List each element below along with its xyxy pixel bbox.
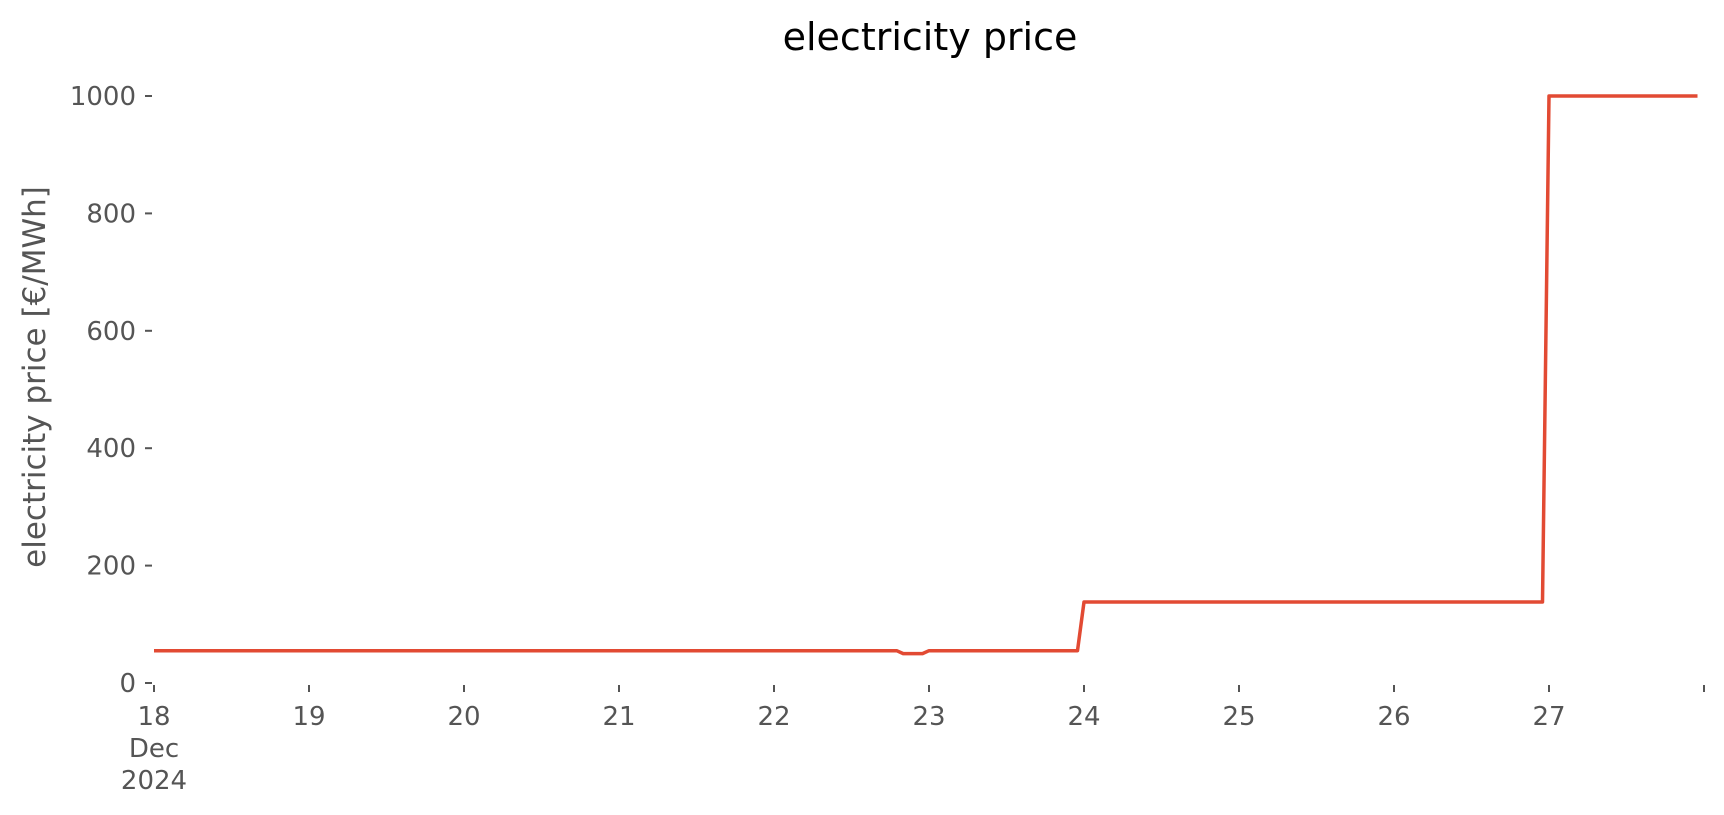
y-tick-label: 200 (86, 552, 136, 582)
x-tick-label: 2024 (121, 766, 187, 796)
x-tick-label: 25 (1222, 702, 1255, 732)
x-tick-label: 20 (447, 702, 480, 732)
x-tick-label: 19 (292, 702, 325, 732)
y-tick-label: 400 (86, 434, 136, 464)
chart-title: electricity price (783, 15, 1078, 59)
plot-series (154, 94, 1698, 656)
y-tick-label: 1000 (70, 82, 136, 112)
y-axis: 0 200 400 600 800 1000 (70, 82, 152, 699)
x-tick-label: 26 (1377, 702, 1410, 732)
series-line (154, 94, 1698, 656)
y-tick-label: 0 (119, 669, 136, 699)
y-tick-label: 800 (86, 199, 136, 229)
y-axis-label: electricity price [€/MWh] (17, 186, 53, 568)
x-tick-label: 21 (602, 702, 635, 732)
x-tick-label: 18 (137, 702, 170, 732)
x-tick-label: 23 (912, 702, 945, 732)
x-tick-label: 22 (757, 702, 790, 732)
x-tick-label: 27 (1532, 702, 1565, 732)
x-tick-label: Dec (129, 734, 179, 764)
x-tick-label: 24 (1067, 702, 1100, 732)
y-tick-label: 600 (86, 317, 136, 347)
